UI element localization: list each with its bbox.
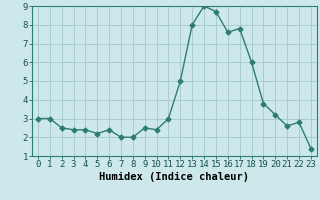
X-axis label: Humidex (Indice chaleur): Humidex (Indice chaleur): [100, 172, 249, 182]
